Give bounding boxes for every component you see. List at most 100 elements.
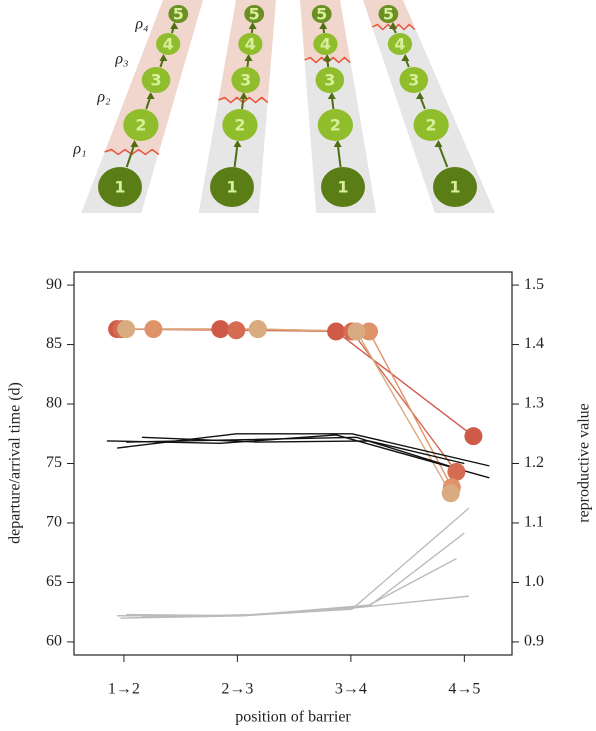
arrow-head <box>333 140 342 147</box>
node <box>141 67 171 93</box>
series-line <box>142 436 465 465</box>
node <box>98 167 142 207</box>
arrow <box>233 143 239 168</box>
arrow-head <box>327 92 336 99</box>
barrier-label: ρ₃ <box>114 51 128 68</box>
point <box>248 320 267 339</box>
x-tick-label: 2→3 <box>221 681 253 698</box>
arrow <box>125 143 136 168</box>
node-label: 1 <box>226 178 237 197</box>
node <box>317 109 353 141</box>
arrow-head <box>389 22 398 29</box>
y-tick-label: 60 <box>46 633 62 650</box>
node-label: 5 <box>249 5 260 24</box>
y-tick-label: 65 <box>46 573 62 590</box>
series-line <box>126 558 457 617</box>
node-label: 5 <box>316 5 327 24</box>
series-line <box>142 595 469 618</box>
node-label: 2 <box>426 116 437 135</box>
node <box>238 33 263 55</box>
node <box>321 167 365 207</box>
node-label: 5 <box>383 5 394 24</box>
node-label: 2 <box>234 116 245 135</box>
point <box>144 320 163 339</box>
node-label: 2 <box>330 116 341 135</box>
node-label: 5 <box>173 5 184 24</box>
x-tick-label: 1→2 <box>108 681 140 698</box>
point <box>441 484 460 503</box>
series-line <box>126 436 457 469</box>
series-line <box>117 532 465 617</box>
node-label: 3 <box>150 71 161 90</box>
y2-tick-label: 1.2 <box>524 454 544 471</box>
node <box>387 33 413 55</box>
node-label: 1 <box>114 178 125 197</box>
arrow-head <box>401 54 410 61</box>
series-line <box>153 328 453 488</box>
barrier-label: ρ₄ <box>134 16 148 33</box>
point <box>447 462 466 481</box>
node-label: 4 <box>163 35 174 54</box>
node <box>156 33 181 55</box>
series-line <box>126 328 452 494</box>
arrow-head <box>233 140 242 147</box>
node-label: 3 <box>324 71 335 90</box>
point <box>347 322 366 341</box>
node-label: 3 <box>408 71 419 90</box>
arrow-head <box>159 54 168 61</box>
arrow <box>336 143 342 168</box>
y-tick-label: 80 <box>46 395 62 412</box>
y-tick-label: 85 <box>46 335 62 352</box>
arrow-head <box>323 54 332 61</box>
y2-tick-label: 1.0 <box>524 573 544 590</box>
x-axis-label: position of barrier <box>235 709 351 726</box>
y2-axis-label: reproductive value <box>576 403 593 523</box>
x-tick-label: 3→4 <box>335 681 367 698</box>
point <box>211 320 230 339</box>
node-label: 1 <box>449 178 460 197</box>
barrier-label: ρ₁ <box>72 141 86 158</box>
y-tick-label: 90 <box>46 276 62 293</box>
node-label: 4 <box>320 35 331 54</box>
node-label: 4 <box>394 35 405 54</box>
node <box>313 33 338 55</box>
node <box>222 109 258 141</box>
node <box>311 5 332 23</box>
barrier-label: ρ₂ <box>96 89 111 106</box>
node <box>315 67 345 93</box>
y2-tick-label: 1.1 <box>524 514 544 531</box>
point <box>360 322 379 341</box>
node <box>413 109 449 141</box>
y2-tick-label: 1.5 <box>524 276 544 293</box>
arrow <box>437 143 449 168</box>
y-tick-label: 70 <box>46 514 62 531</box>
node <box>244 5 265 23</box>
point <box>327 322 346 341</box>
point <box>464 427 483 446</box>
arrow-head <box>319 22 328 29</box>
node-label: 2 <box>135 116 146 135</box>
node <box>378 5 399 23</box>
node <box>433 167 477 207</box>
node <box>399 67 429 93</box>
arrow-head <box>146 92 155 99</box>
y-axis-label: departure/arrival time (d) <box>7 382 24 544</box>
y2-tick-label: 0.9 <box>524 633 544 650</box>
point <box>117 320 136 339</box>
node <box>168 5 189 23</box>
arrow-head <box>434 140 443 147</box>
y2-tick-label: 1.4 <box>524 335 544 352</box>
arrow-head <box>244 54 253 61</box>
node <box>123 109 159 141</box>
y2-tick-label: 1.3 <box>524 395 544 412</box>
series-line <box>117 328 474 437</box>
node-label: 4 <box>245 35 256 54</box>
arrow-head <box>130 140 139 147</box>
x-tick-label: 4→5 <box>448 681 480 698</box>
y-tick-label: 75 <box>46 454 62 471</box>
node-label: 3 <box>240 71 251 90</box>
point <box>227 321 246 340</box>
arrow-head <box>248 22 257 29</box>
node <box>231 67 261 93</box>
